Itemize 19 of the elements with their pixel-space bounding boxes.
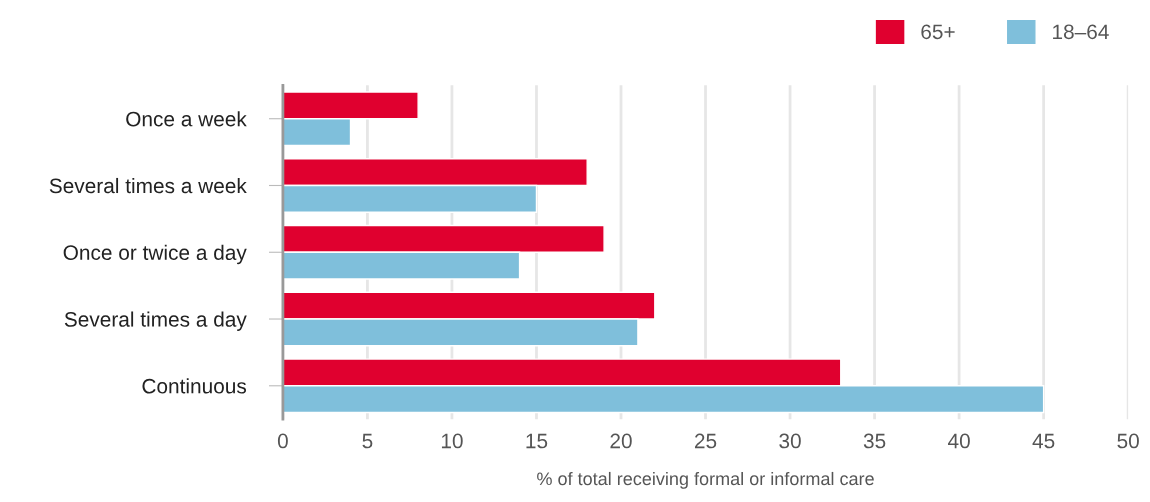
x-tick-label: 10: [441, 433, 463, 449]
x-tick-label: 20: [610, 433, 632, 449]
x-tick-label: 5: [362, 433, 373, 449]
legend-label: 65+: [921, 24, 955, 40]
legend-label: 18–64: [1053, 24, 1109, 40]
y-tick-label: Continuous: [142, 378, 247, 394]
y-tick-label: Once a week: [126, 111, 247, 127]
x-tick-label: 35: [863, 433, 886, 449]
x-axis-title: % of total receiving formal or informal care: [537, 471, 874, 489]
y-tick-label: Once or twice a day: [63, 244, 247, 265]
y-tick-label: Several times a day: [64, 311, 247, 331]
x-tick-label: 30: [779, 433, 801, 449]
x-tick-label: 40: [947, 433, 970, 449]
x-tick-label: 45: [1032, 433, 1055, 449]
x-tick-label: 50: [1117, 433, 1139, 449]
x-tick-label: 0: [277, 433, 288, 449]
y-tick-label: Several times a week: [49, 177, 247, 194]
x-tick-label: 25: [694, 433, 717, 449]
x-tick-label: 15: [526, 433, 548, 449]
